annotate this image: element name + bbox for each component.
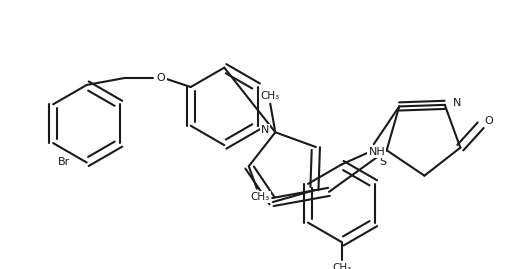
Text: S: S (379, 157, 386, 168)
Text: N: N (453, 98, 461, 108)
Text: Br: Br (58, 157, 71, 168)
Text: CH₃: CH₃ (332, 264, 351, 269)
Text: NH: NH (368, 147, 385, 157)
Text: O: O (157, 73, 165, 83)
Text: N: N (261, 125, 269, 135)
Text: O: O (484, 116, 493, 126)
Text: CH₃: CH₃ (251, 192, 270, 202)
Text: CH₃: CH₃ (260, 91, 280, 101)
